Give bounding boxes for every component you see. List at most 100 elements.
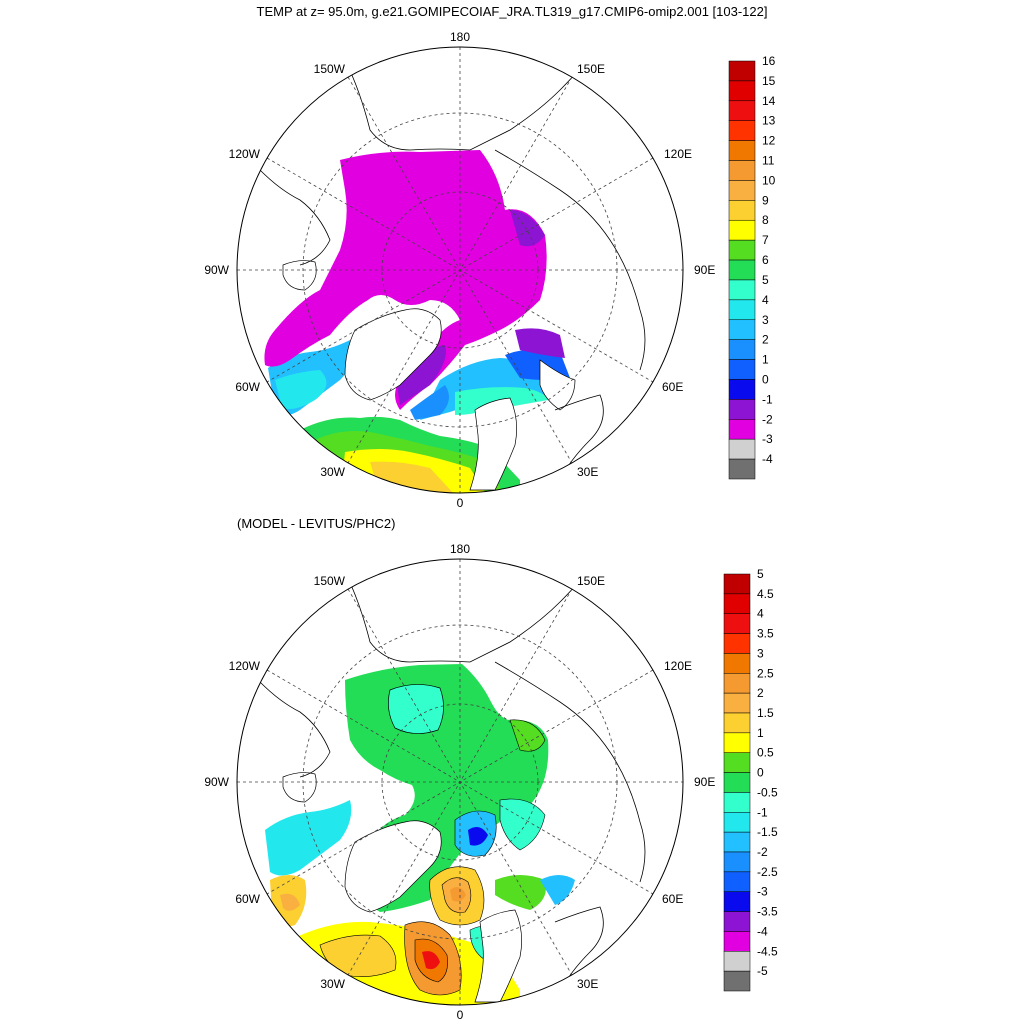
lon-label: 150W xyxy=(314,574,346,588)
colorbar-swatch xyxy=(723,851,751,873)
colorbar-tick-label: 4 xyxy=(762,293,769,307)
colorbar-tick-label: -4 xyxy=(757,924,768,938)
colorbar-swatch xyxy=(723,573,751,595)
colorbar-tick-label: 5 xyxy=(762,273,769,287)
colorbar-swatch xyxy=(728,319,756,340)
lon-label: 150E xyxy=(577,574,605,588)
temperature-field xyxy=(237,47,683,493)
colorbar-tick-label: -1 xyxy=(762,392,773,406)
colorbar-swatch xyxy=(728,140,756,161)
difference-colorbar: 5 4.5 4 3.5 3 2.5 2 1.5 1 0.5 0 -0.5 -1 -1.5 -2 -2.5 -3 -… xyxy=(723,567,778,992)
difference-map-panel: 180 150E 120E 90E 60E 30E 0 30W 60W 90W … xyxy=(204,542,778,1022)
colorbar-swatch xyxy=(723,633,751,654)
colorbar-swatch xyxy=(728,259,756,281)
colorbar-swatch xyxy=(723,931,751,952)
colorbar-tick-label: 14 xyxy=(762,94,776,108)
colorbar-swatch xyxy=(728,60,756,82)
colorbar-tick-label: 3.5 xyxy=(757,627,774,641)
colorbar-tick-label: 0.5 xyxy=(757,746,774,760)
colorbar-tick-label: 8 xyxy=(762,213,769,227)
colorbar-swatch xyxy=(728,180,756,201)
colorbar-tick-label: -2 xyxy=(757,845,768,859)
lon-label: 60W xyxy=(235,380,260,394)
colorbar-tick-label: 1 xyxy=(762,353,769,367)
colorbar-swatch xyxy=(723,812,751,833)
colorbar-tick-label: 3 xyxy=(757,646,764,660)
colorbar-tick-label: 3 xyxy=(762,313,769,327)
colorbar-tick-label: -1.5 xyxy=(757,825,778,839)
lon-label: 180 xyxy=(450,542,470,556)
map-boundary xyxy=(236,46,684,494)
colorbar-tick-label: 1.5 xyxy=(757,706,774,720)
colorbar-tick-label: 9 xyxy=(762,193,769,207)
colorbar-swatch xyxy=(728,379,756,400)
colorbar-swatch xyxy=(728,438,756,460)
lon-label: 120W xyxy=(229,147,261,161)
colorbar-swatch xyxy=(728,339,756,360)
colorbar-swatch xyxy=(728,219,756,241)
colorbar-tick-label: -4 xyxy=(762,452,773,466)
lon-label: 90E xyxy=(694,775,715,789)
lon-label: 30E xyxy=(577,465,598,479)
colorbar-tick-label: 0 xyxy=(762,372,769,386)
lon-label: 30W xyxy=(320,465,345,479)
colorbar-tick-label: -2.5 xyxy=(757,865,778,879)
colorbar-tick-label: 2 xyxy=(757,686,764,700)
colorbar-swatch xyxy=(723,732,751,753)
lon-label: 30E xyxy=(577,977,598,991)
colorbar-tick-label: 2 xyxy=(762,333,769,347)
colorbar-swatch xyxy=(723,653,751,674)
colorbar-swatch xyxy=(728,100,756,121)
lon-label: 150W xyxy=(314,62,346,76)
colorbar-tick-label: -3.5 xyxy=(757,905,778,919)
colorbar-swatch xyxy=(728,458,756,480)
colorbar-tick-label: 6 xyxy=(762,253,769,267)
colorbar-tick-label: 4.5 xyxy=(757,587,774,601)
lon-label: 60W xyxy=(235,892,260,906)
colorbar-swatch xyxy=(728,399,756,420)
colorbar-tick-label: 1 xyxy=(757,726,764,740)
colorbar-tick-label: 5 xyxy=(757,567,764,581)
colorbar-tick-label: 10 xyxy=(762,173,776,187)
colorbar-swatch xyxy=(723,673,751,694)
colorbar-tick-label: 2.5 xyxy=(757,666,774,680)
lon-label: 180 xyxy=(450,30,470,44)
colorbar-swatch xyxy=(723,871,751,892)
lon-label: 120E xyxy=(664,659,692,673)
colorbar-tick-label: 11 xyxy=(762,154,775,168)
colorbar-swatch xyxy=(723,891,751,912)
difference-panel-title: (MODEL - LEVITUS/PHC2) xyxy=(237,516,396,531)
colorbar-swatch xyxy=(723,911,751,932)
lon-label: 120W xyxy=(229,659,261,673)
lon-label: 90W xyxy=(204,263,229,277)
colorbar-swatch xyxy=(723,831,751,853)
colorbar-tick-label: 15 xyxy=(762,74,776,88)
colorbar-tick-label: -1 xyxy=(757,805,768,819)
colorbar-tick-label: -0.5 xyxy=(757,785,778,799)
colorbar-tick-label: 12 xyxy=(762,134,776,148)
colorbar-swatch xyxy=(728,279,756,301)
lon-label: 90W xyxy=(204,775,229,789)
difference-field xyxy=(237,559,683,1005)
lon-label: 0 xyxy=(457,496,464,510)
lon-label: 150E xyxy=(577,62,605,76)
colorbar-tick-label: 13 xyxy=(762,114,776,128)
lon-label: 60E xyxy=(662,380,683,394)
colorbar-tick-label: 16 xyxy=(762,54,776,68)
lon-label: 120E xyxy=(664,147,692,161)
colorbar-swatch xyxy=(723,613,751,634)
colorbar-tick-label: 0 xyxy=(757,766,764,780)
colorbar-swatch xyxy=(723,593,751,614)
colorbar-swatch xyxy=(723,951,751,972)
temperature-map-panel: 180 150E 120E 90E 60E 30E 0 30W 60W 90W … xyxy=(204,30,775,510)
colorbar-tick-label: -3 xyxy=(757,885,768,899)
lon-label: 30W xyxy=(320,977,345,991)
colorbar-swatch xyxy=(728,419,756,440)
colorbar-swatch xyxy=(723,792,751,813)
lon-label: 60E xyxy=(662,892,683,906)
colorbar-swatch xyxy=(728,160,756,181)
colorbar-swatch xyxy=(723,712,751,734)
colorbar-swatch xyxy=(728,80,756,102)
colorbar-tick-label: -2 xyxy=(762,412,773,426)
colorbar-swatch xyxy=(723,692,751,714)
